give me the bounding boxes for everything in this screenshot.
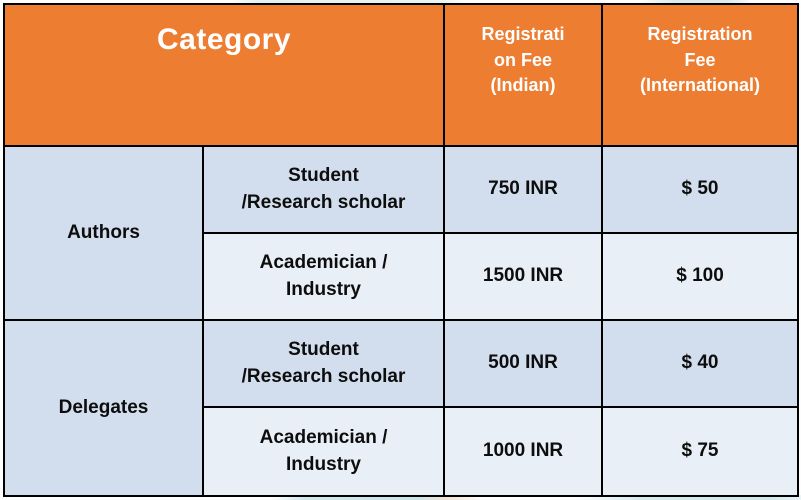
cell-authors-academician-fee-international: $ 100 xyxy=(601,232,800,321)
table-row: Authors Student /Research scholar 750 IN… xyxy=(3,145,800,321)
header-category: Category xyxy=(2,3,446,147)
table-row: Academician / Industry 1000 INR $ 75 xyxy=(4,406,800,497)
cell-category-delegates: Delegates xyxy=(3,319,204,497)
cell-delegates-student-fee-indian: 500 INR xyxy=(443,319,604,408)
cell-delegates-academician-fee-international: $ 75 xyxy=(601,406,800,497)
header-fee-international: Registration Fee (International) xyxy=(601,3,800,147)
registration-fee-table: Category Registrati on Fee (Indian) Regi… xyxy=(2,3,800,497)
cell-delegates-student-label: Student /Research scholar xyxy=(201,319,446,408)
cell-category-authors: Authors xyxy=(3,145,204,321)
cell-authors-academician-label: Academician / Industry xyxy=(201,232,446,321)
table-row: Academician / Industry 1500 INR $ 100 xyxy=(4,232,800,321)
header-fee-indian: Registrati on Fee (Indian) xyxy=(443,3,604,147)
cell-delegates-academician-label: Academician / Industry xyxy=(201,406,446,497)
cell-authors-student-fee-indian: 750 INR xyxy=(443,145,604,234)
header-row: Category Registrati on Fee (Indian) Regi… xyxy=(2,3,800,147)
cell-authors-student-label: Student /Research scholar xyxy=(201,145,446,234)
cell-delegates-academician-fee-indian: 1000 INR xyxy=(443,406,604,497)
cell-authors-academician-fee-indian: 1500 INR xyxy=(443,232,604,321)
table-row: Delegates Student /Research scholar 500 … xyxy=(3,319,800,497)
cell-delegates-student-fee-international: $ 40 xyxy=(601,319,800,408)
cell-authors-student-fee-international: $ 50 xyxy=(601,145,800,234)
